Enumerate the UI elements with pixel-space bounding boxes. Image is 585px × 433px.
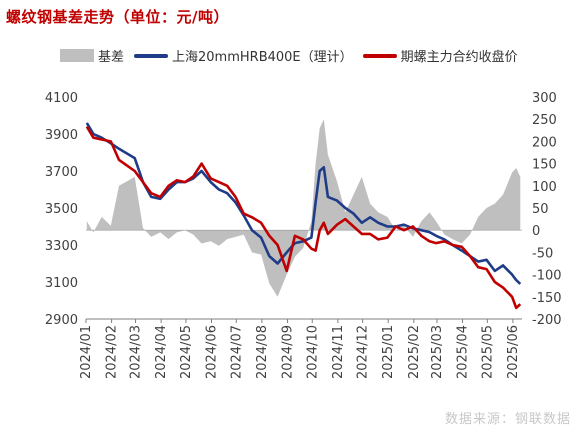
y-right-tick-label: 50 [532,202,549,217]
y-left-tick-label: 3900 [45,128,78,143]
x-tick-label: 2025/03 [430,325,445,379]
y-left-tick-label: 4100 [45,91,78,106]
x-tick-label: 2024/02 [105,325,120,379]
y-right-tick-label: -200 [532,313,562,328]
y-left-tick-label: 2900 [45,313,78,328]
x-tick-label: 2024/09 [280,325,295,379]
y-right-tick-label: 150 [532,158,557,173]
axes-layer: 2024/01 2024/02 2024/03 2024/04 2024/05 2024/… [45,91,562,379]
legend-label-futures: 期螺主力合约收盘价 [400,50,518,65]
y-right-tick-label: 100 [532,180,557,195]
basis-area [86,119,521,297]
x-tick-label: 2025/01 [381,325,396,379]
legend-swatch-spot [134,53,169,58]
x-tick-label: 2024/01 [79,325,94,379]
y-right-tick-label: 300 [532,91,557,106]
x-tick-label: 2024/12 [356,325,371,379]
y-left-tick-label: 3100 [45,276,78,291]
y-right-tick-label: -150 [532,291,562,306]
x-tick-label: 2024/11 [331,325,346,379]
legend: 基差 上海20mmHRB400E（理计） 期螺主力合约收盘价 [60,46,528,65]
legend-swatch-futures [362,53,397,58]
legend-item-basis: 基差 [60,46,124,65]
y-left-tick-label: 3700 [45,165,78,180]
y-right-tick-label: 200 [532,135,557,150]
x-tick-label: 2024/06 [205,325,220,379]
basis-area-layer [86,119,521,297]
x-tick-label: 2024/03 [129,325,144,379]
chart-title: 螺纹钢基差走势（单位：元/吨） [6,8,229,26]
x-tick-label: 2025/02 [407,325,422,379]
y-right-tick-label: 0 [532,224,540,239]
legend-label-basis: 基差 [98,50,125,65]
y-right-tick-label: 250 [532,113,557,128]
x-tick-label: 2025/04 [456,325,471,379]
y-left-tick-label: 3500 [45,202,78,217]
legend-item-spot: 上海20mmHRB400E（理计） [134,46,353,65]
futures-price-line [85,125,522,310]
x-tick-label: 2024/07 [229,325,244,379]
legend-swatch-basis [60,49,94,62]
y-right-tick-label: -100 [532,269,562,284]
x-tick-label: 2025/05 [480,325,495,379]
price-lines-layer [85,122,522,310]
x-tick-label: 2025/06 [506,325,521,379]
spot-price-line [85,122,522,285]
x-tick-label: 2024/04 [154,325,169,379]
y-left-tick-label: 3300 [45,239,78,254]
source-note: 数据来源：钢联数据 [444,412,571,427]
legend-item-futures: 期螺主力合约收盘价 [362,46,518,65]
x-tick-label: 2024/10 [305,325,320,379]
x-tick-label: 2024/08 [255,325,270,379]
legend-label-spot: 上海20mmHRB400E（理计） [172,50,353,65]
y-right-tick-label: -50 [532,246,553,261]
x-tick-label: 2024/05 [179,325,194,379]
